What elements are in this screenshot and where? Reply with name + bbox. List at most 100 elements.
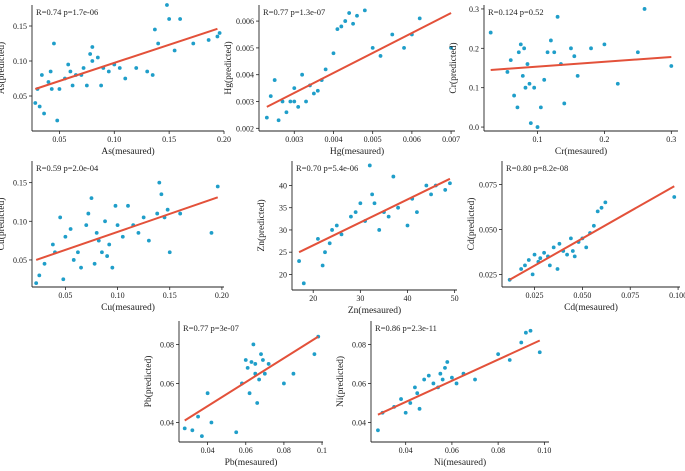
data-point <box>519 340 524 345</box>
data-point <box>86 211 91 216</box>
stat-annotation: R=0.124 p=0.52 <box>488 7 544 17</box>
data-point <box>330 228 334 232</box>
x-tick-label: 20 <box>309 294 317 303</box>
panel-cr: 0.1 0.2 0.3 0.0 0.1 0.2 0.3 Cr(mesaured) Cr(pred… <box>448 5 678 157</box>
stat-annotation: R=0.77 p=3e-07 <box>183 323 239 333</box>
y-axis-title: Zn(predicted) <box>256 199 267 251</box>
data-point <box>136 230 141 235</box>
data-point <box>429 192 433 197</box>
data-point <box>575 73 580 78</box>
data-point <box>320 263 325 268</box>
data-point <box>217 31 222 35</box>
data-point <box>106 69 111 74</box>
data-point <box>570 249 575 253</box>
panel-ni: 0.04 0.06 0.08 0.10 0.04 0.06 0.08 Ni(mesaured)… <box>335 321 551 468</box>
data-point <box>272 78 277 82</box>
data-point <box>589 46 593 51</box>
data-point <box>146 238 151 243</box>
x-tick-label: 0.005 <box>364 135 382 144</box>
y-tick-label: 0.08 <box>352 340 366 349</box>
data-point <box>215 34 220 39</box>
data-point <box>538 256 543 261</box>
data-point <box>268 94 273 99</box>
data-point <box>311 91 316 96</box>
data-point <box>50 242 55 247</box>
data-point <box>603 200 608 205</box>
regression-line <box>184 335 319 422</box>
data-point <box>527 81 532 86</box>
x-tick-label: 0.050 <box>573 291 591 300</box>
data-point <box>165 207 170 212</box>
data-point <box>49 87 54 91</box>
data-point <box>408 401 413 405</box>
data-point <box>113 203 118 208</box>
data-point <box>642 7 647 11</box>
data-point <box>255 401 260 405</box>
y-tick-label: 40 <box>279 181 287 190</box>
panel-zn: 20 30 40 502025303540Zn(mesaured)Zn(predict… <box>256 161 459 316</box>
data-point <box>259 352 263 357</box>
x-tick-label: 0.10 <box>107 135 121 144</box>
y-tick-label: 0.003 <box>236 98 254 107</box>
regression-line <box>490 55 672 71</box>
regression-line <box>377 339 541 416</box>
x-tick-label: 0.10 <box>111 291 125 300</box>
data-point <box>110 265 115 270</box>
data-point <box>99 83 104 88</box>
regression-line <box>298 177 451 254</box>
data-point <box>323 67 328 72</box>
x-tick-label: 0.100 <box>669 291 685 300</box>
data-point <box>39 73 44 77</box>
data-point <box>353 210 358 215</box>
data-point <box>312 352 317 357</box>
data-point <box>339 232 344 237</box>
data-point <box>84 83 89 88</box>
data-point <box>301 281 306 286</box>
data-point <box>532 252 537 257</box>
data-point <box>417 16 422 21</box>
x-tick-label: 0.04 <box>201 446 215 455</box>
data-point <box>66 62 71 67</box>
data-point <box>167 17 172 21</box>
data-point <box>156 41 161 46</box>
data-point <box>443 188 448 192</box>
x-tick-label: 0.15 <box>162 135 176 144</box>
data-point <box>55 118 60 123</box>
regression-line <box>509 185 675 281</box>
data-point <box>347 11 352 15</box>
data-point <box>182 426 187 431</box>
data-point <box>415 210 419 215</box>
data-point <box>378 54 383 58</box>
data-point <box>42 111 46 116</box>
data-point <box>672 195 677 199</box>
data-point <box>79 265 83 270</box>
data-point <box>508 58 513 63</box>
data-point <box>117 66 122 70</box>
stat-annotation: R=0.86 p=2.3e-11 <box>375 323 437 333</box>
data-point <box>288 99 293 104</box>
data-point <box>331 51 336 56</box>
data-point <box>635 50 640 55</box>
data-point <box>261 358 265 362</box>
data-point <box>191 41 196 46</box>
data-point <box>552 50 557 55</box>
data-point <box>445 360 450 364</box>
data-point <box>547 263 552 268</box>
data-point <box>615 81 620 86</box>
data-point <box>88 52 93 56</box>
data-point <box>33 101 38 105</box>
data-point <box>403 410 408 415</box>
data-point <box>370 45 375 50</box>
data-point <box>284 110 289 115</box>
x-tick-label: 0.2 <box>599 135 609 144</box>
data-point <box>343 19 348 23</box>
data-point <box>542 250 547 255</box>
data-point <box>145 69 150 74</box>
data-point <box>351 21 355 26</box>
data-point <box>507 358 512 362</box>
y-tick-label: 30 <box>279 226 287 235</box>
data-point <box>61 277 66 282</box>
data-point <box>405 223 410 228</box>
y-tick-label: 0.050 <box>479 225 497 234</box>
